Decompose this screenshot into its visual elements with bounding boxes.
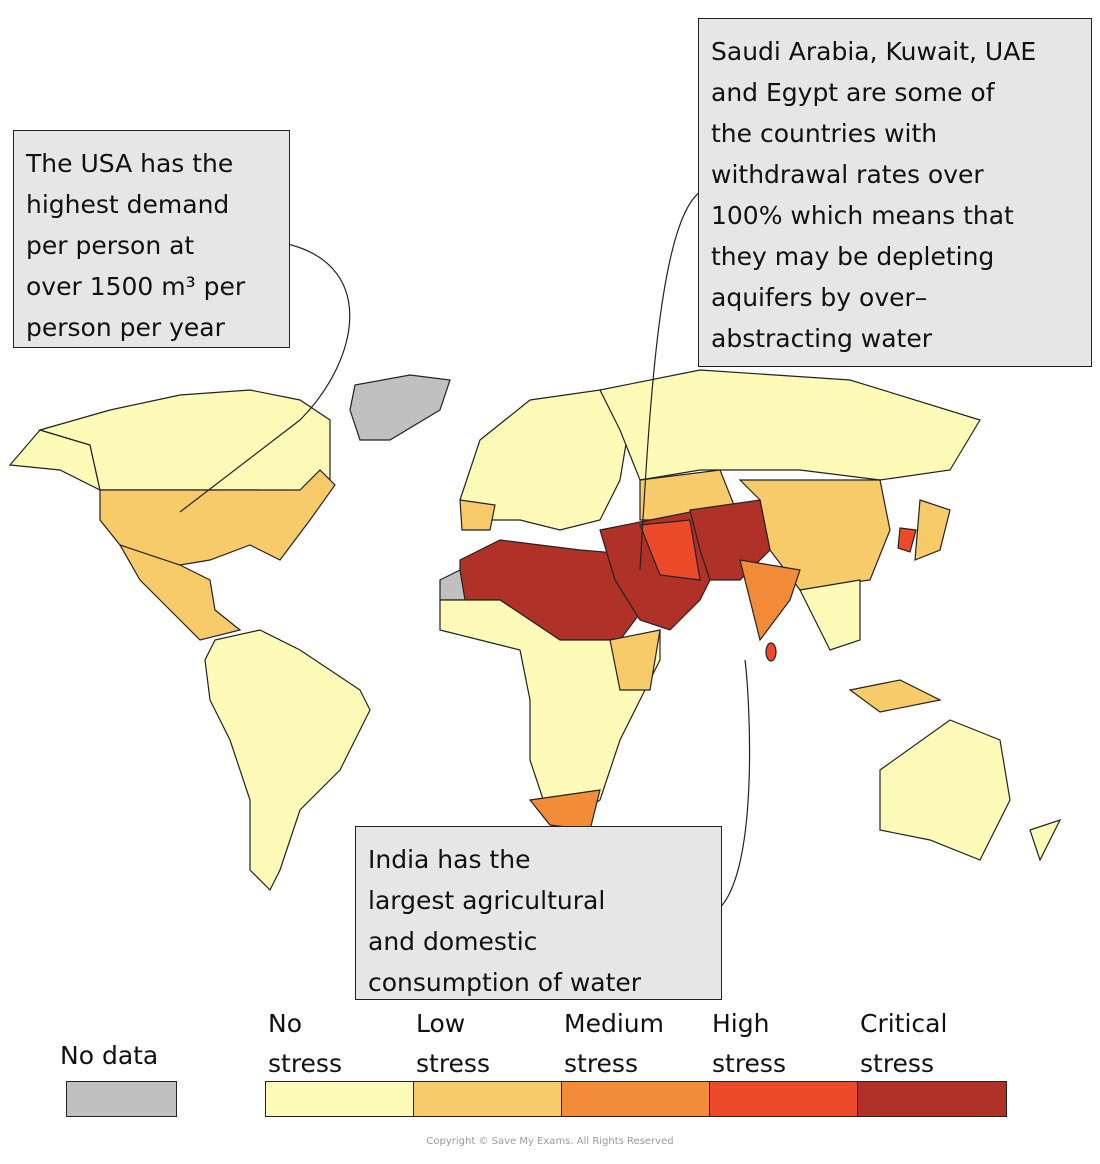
callout-line: withdrawal rates over [711, 160, 984, 189]
legend-swatch [857, 1081, 1007, 1117]
legend-label-line: No [268, 1009, 302, 1038]
callout-line: highest demand [26, 190, 230, 219]
connector [639, 187, 709, 571]
callout-line: and Egypt are some of [711, 78, 995, 107]
legend-swatch [561, 1081, 711, 1117]
legend-no-data-label: No data [60, 1041, 159, 1070]
horn-of-africa [609, 629, 661, 691]
sub-saharan-africa [439, 599, 661, 821]
callout-usa: The USA has the highest demand per person … [13, 130, 290, 348]
callout-line: and domestic [368, 927, 538, 956]
south-america [204, 629, 371, 892]
legend-label-line: stress [416, 1049, 490, 1078]
legend-label-line: stress [860, 1049, 934, 1078]
japan [914, 499, 951, 561]
callout-line: consumption of water [368, 968, 642, 997]
south-africa [528, 789, 601, 831]
callout-line: The USA has the [26, 149, 234, 178]
western-sahara [439, 569, 466, 601]
new-zealand [1029, 818, 1062, 862]
legend-label: No stress [268, 1004, 342, 1084]
legend-swatch [265, 1081, 415, 1117]
legend-label-line: stress [712, 1049, 786, 1078]
connector [714, 659, 751, 913]
callout-line: India has the [368, 845, 531, 874]
connector [179, 241, 351, 513]
callout-line: they may be depleting [711, 242, 995, 271]
russia [599, 369, 981, 481]
legend-label-line: High [712, 1009, 770, 1038]
callout-line: person per year [26, 313, 225, 342]
legend-swatch [709, 1081, 859, 1117]
callout-line: aquifers by over– [711, 283, 928, 312]
copyright: Copyright © Save My Exams. All Rights Re… [426, 1136, 674, 1147]
legend-no-data-swatch [66, 1081, 177, 1117]
callout-line: per person at [26, 231, 195, 260]
legend-label-line: stress [268, 1049, 342, 1078]
callout-line: 100% which means that [711, 201, 1014, 230]
callout-india: India has the largest agricultural and dom… [355, 826, 722, 1000]
legend-label: Critical stress [860, 1004, 947, 1084]
callout-middle-east: Saudi Arabia, Kuwait, UAE and Egypt are s… [698, 18, 1092, 367]
legend-label-line: Low [416, 1009, 466, 1038]
southeast-asia [799, 579, 861, 651]
callout-line: Saudi Arabia, Kuwait, UAE [711, 37, 1037, 66]
sri-lanka [765, 642, 777, 662]
canada [37, 389, 331, 496]
legend-label: High stress [712, 1004, 786, 1084]
legend-label: Low stress [416, 1004, 490, 1084]
pakistan-afghanistan [689, 499, 771, 581]
legend-label: Medium stress [564, 1004, 664, 1084]
australia [879, 719, 1011, 861]
callout-line: largest agricultural [368, 886, 606, 915]
mexico [118, 543, 242, 641]
legend-label-line: Medium [564, 1009, 664, 1038]
callout-line: abstracting water [711, 324, 932, 353]
legend-label-line: Critical [860, 1009, 948, 1038]
india [739, 559, 801, 642]
indonesia [848, 679, 942, 713]
callout-line: over 1500 m³ per [26, 272, 246, 301]
europe [459, 389, 631, 531]
spain [459, 499, 496, 531]
greenland [349, 374, 451, 441]
legend-swatch [413, 1081, 563, 1117]
korea [897, 527, 917, 553]
iran [639, 519, 701, 581]
legend-label-line: stress [564, 1049, 638, 1078]
callout-line: the countries with [711, 119, 938, 148]
